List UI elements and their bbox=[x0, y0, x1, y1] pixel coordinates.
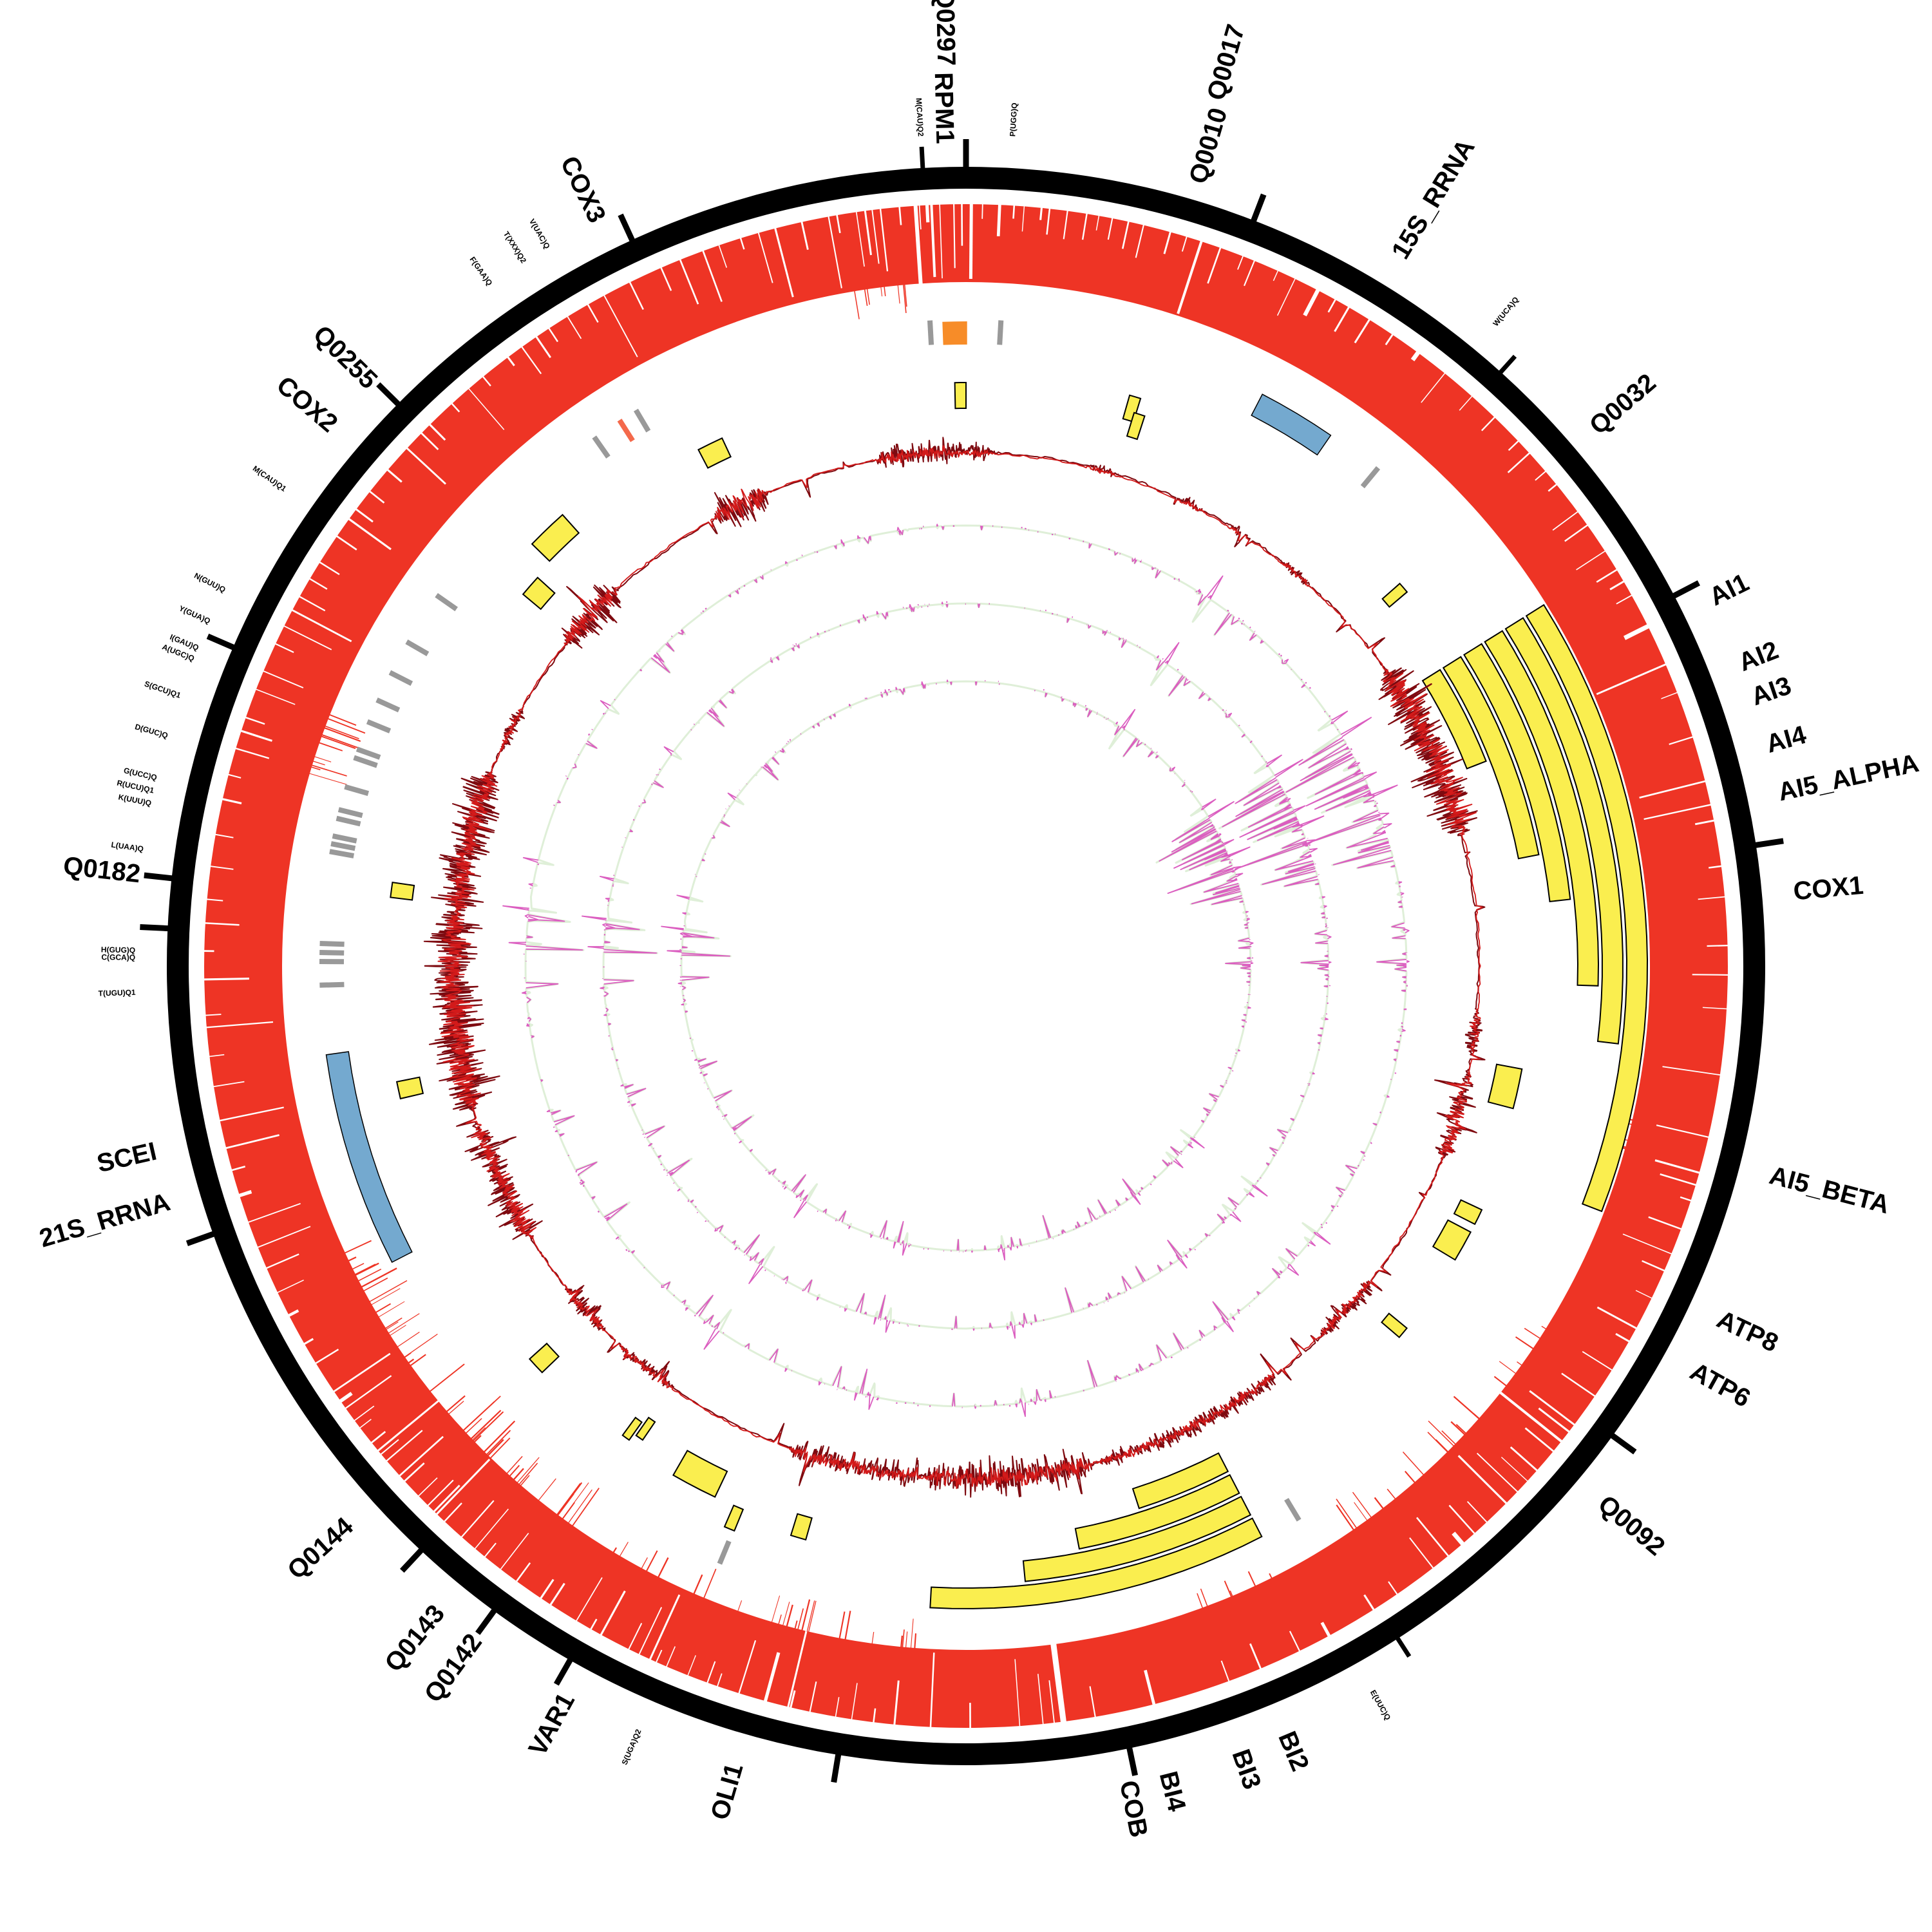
svg-text:P(UGG)Q: P(UGG)Q bbox=[1008, 102, 1019, 137]
svg-text:M(CAU)Q2: M(CAU)Q2 bbox=[914, 98, 925, 137]
svg-text:T(UGU)Q1: T(UGU)Q1 bbox=[98, 988, 136, 998]
svg-text:H(GUG)Q: H(GUG)Q bbox=[101, 945, 136, 954]
svg-text:C(GCA)Q: C(GCA)Q bbox=[101, 952, 135, 962]
svg-text:COX1: COX1 bbox=[1792, 871, 1864, 906]
svg-text:RPM1: RPM1 bbox=[929, 72, 960, 144]
svg-text:Q0297: Q0297 bbox=[931, 0, 961, 66]
